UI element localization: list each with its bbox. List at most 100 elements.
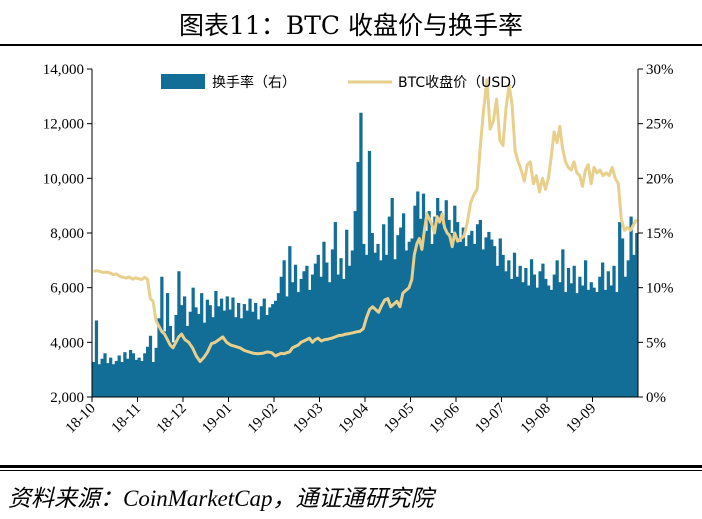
turnover-bar [390, 198, 394, 397]
chart-legend: 换手率（右） BTC收盘价（USD） [161, 74, 525, 91]
turnover-bar [239, 318, 244, 397]
turnover-bar [310, 274, 315, 397]
turnover-bar [245, 310, 249, 397]
turnover-bar [413, 205, 417, 397]
turnover-bar [629, 216, 633, 397]
turnover-bar [350, 250, 355, 397]
turnover-bar [419, 218, 423, 397]
title-rule [0, 44, 702, 46]
turnover-bar [615, 292, 619, 397]
turnover-bar [603, 289, 608, 397]
turnover-bar [492, 246, 497, 397]
turnover-bar [430, 243, 434, 397]
turnover-bar [330, 249, 335, 397]
turnover-bar [197, 313, 201, 397]
turnover-bar [581, 285, 585, 397]
turnover-bar [612, 265, 616, 397]
turnover-bar [535, 287, 539, 397]
turnover-bar [524, 267, 528, 397]
turnover-bar [575, 293, 579, 397]
turnover-bar [254, 302, 258, 397]
turnover-bar [501, 254, 505, 397]
price-line [93, 78, 638, 363]
chart-title: 图表11：BTC 收盘价与换手率 [179, 11, 523, 40]
turnover-bar [598, 276, 602, 397]
turnover-bars [92, 112, 639, 397]
turnover-bar [262, 298, 266, 397]
turnover-bar [547, 285, 551, 397]
footer-rule-thick [0, 465, 702, 468]
turnover-bar [461, 227, 465, 397]
turnover-bar [552, 274, 556, 397]
turnover-bar [339, 258, 343, 397]
turnover-bar [282, 260, 286, 397]
turnover-bar [453, 205, 457, 397]
turnover-bar [456, 222, 460, 397]
turnover-bar [538, 271, 542, 397]
turnover-bar [382, 224, 386, 397]
turnover-bar [225, 296, 229, 397]
left-tick-label: 4,000 [50, 335, 84, 351]
turnover-bar [208, 305, 212, 397]
turnover-bar [191, 287, 195, 397]
turnover-bar [222, 310, 227, 397]
turnover-bar [362, 243, 366, 397]
turnover-bar [427, 211, 431, 397]
turnover-bar [211, 317, 215, 397]
turnover-bar [421, 193, 426, 397]
turnover-bar [305, 265, 309, 397]
turnover-bar [541, 263, 545, 397]
turnover-bar [620, 238, 625, 397]
turnover-bar [128, 349, 133, 397]
left-tick-label: 2,000 [50, 390, 84, 406]
right-tick-label: 5% [646, 335, 666, 351]
turnover-bar [433, 216, 437, 397]
turnover-bar [151, 362, 155, 397]
turnover-bar [214, 290, 218, 397]
turnover-bar [291, 282, 295, 397]
turnover-bar [100, 358, 104, 397]
left-tick-label: 6,000 [50, 281, 84, 297]
turnover-bar [475, 224, 480, 397]
turnover-bar [586, 289, 591, 397]
turnover-bar [279, 276, 283, 397]
turnover-bar [160, 276, 164, 397]
turnover-bar [143, 353, 147, 397]
right-tick-label: 10% [646, 281, 674, 297]
turnover-bar [549, 289, 554, 397]
turnover-bar [609, 285, 613, 397]
turnover-bar [302, 271, 306, 397]
turnover-bar [632, 254, 636, 397]
turnover-bar [527, 285, 531, 397]
turnover-bar [313, 263, 318, 397]
turnover-bar [504, 271, 508, 397]
turnover-bar [288, 246, 292, 397]
source-note: 资料来源：CoinMarketCap，通证通研究院 [8, 486, 434, 511]
right-tick-label: 15% [646, 226, 674, 242]
turnover-bar [512, 252, 517, 397]
turnover-bar [458, 241, 463, 397]
turnover-bar [572, 265, 576, 397]
turnover-bar [274, 300, 278, 397]
turnover-bar [356, 161, 360, 397]
turnover-bar [618, 222, 622, 397]
turnover-bar [365, 254, 369, 397]
turnover-bar [396, 235, 400, 397]
turnover-bar [319, 276, 323, 397]
turnover-bar [583, 260, 588, 397]
x-tick-label: 18-12 [154, 401, 190, 437]
x-tick-label: 19-05 [381, 401, 417, 437]
turnover-bar [416, 191, 420, 397]
x-tick-label: 19-02 [245, 401, 281, 437]
turnover-bar [569, 283, 573, 397]
turnover-bar [157, 318, 161, 397]
left-tick-label: 8,000 [50, 226, 84, 242]
turnover-bar [564, 292, 568, 397]
turnover-bar [234, 317, 238, 397]
turnover-bar [410, 238, 414, 397]
x-tick-label: 19-07 [472, 400, 508, 436]
turnover-bar [589, 282, 593, 397]
turnover-bar [219, 298, 224, 397]
turnover-bar [163, 331, 167, 397]
turnover-bar [94, 320, 99, 397]
